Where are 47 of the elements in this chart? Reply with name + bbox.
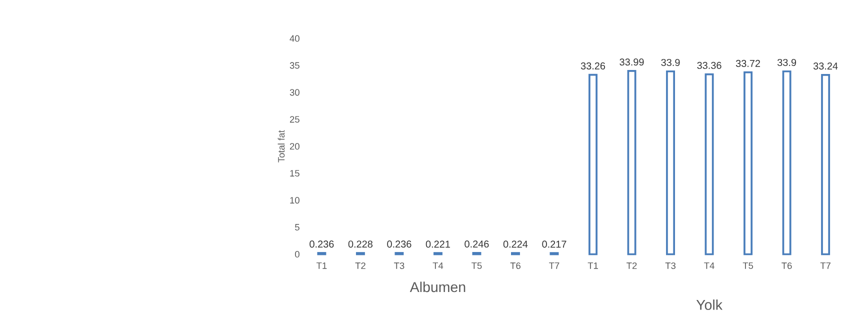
- data-label: 0.221: [426, 240, 450, 248]
- data-label: 0.246: [464, 240, 489, 248]
- text: Yolk: [696, 299, 722, 310]
- data-label: 33.9: [777, 58, 796, 66]
- data-label: 33.24: [813, 62, 838, 70]
- text: Albumen: [410, 282, 466, 292]
- bar: [627, 70, 636, 256]
- data-label: 0.236: [310, 240, 334, 248]
- bar: [666, 70, 676, 256]
- bar: [704, 73, 714, 256]
- x-tick-label: T1: [316, 262, 327, 269]
- y-axis-title: Total fat: [278, 130, 285, 162]
- x-tick-label: T7: [820, 262, 830, 269]
- data-label: 0.217: [542, 240, 566, 248]
- x-tick-label: T2: [355, 262, 366, 269]
- y-tick-label: 20: [290, 142, 300, 150]
- y-tick-label: 10: [290, 196, 300, 204]
- x-tick-label: T7: [549, 262, 560, 269]
- x-tick-label: T2: [626, 262, 637, 269]
- data-label: 0.228: [348, 240, 372, 248]
- y-tick-label: 15: [290, 170, 300, 176]
- data-label: 33.99: [620, 58, 644, 66]
- x-tick-label: T1: [588, 262, 598, 269]
- data-label: 33.26: [580, 62, 606, 70]
- x-tick-label: T6: [782, 262, 792, 269]
- data-label: 0.236: [387, 240, 412, 248]
- x-tick-label: T4: [432, 262, 444, 269]
- data-label: 33.9: [661, 58, 680, 66]
- y-tick-label: 30: [290, 88, 300, 96]
- x-tick-label: T3: [665, 262, 676, 269]
- bar: [821, 74, 830, 256]
- y-tick-label: 5: [295, 224, 300, 230]
- bar: [744, 71, 753, 256]
- y-tick-label: 40: [290, 35, 300, 42]
- y-tick-label: 25: [290, 116, 300, 123]
- x-tick-label: T4: [704, 262, 714, 269]
- y-tick-label: 35: [290, 62, 300, 69]
- y-tick-label: 0: [295, 250, 300, 258]
- x-tick-label: T6: [510, 262, 520, 269]
- data-label: 0.224: [503, 240, 528, 248]
- bar: [588, 74, 598, 256]
- x-tick-label: T5: [742, 262, 754, 269]
- bar: [782, 70, 792, 256]
- data-label: 33.36: [697, 62, 722, 69]
- x-tick-label: T5: [472, 262, 482, 269]
- data-label: 33.72: [736, 60, 760, 67]
- x-tick-label: T3: [394, 262, 404, 269]
